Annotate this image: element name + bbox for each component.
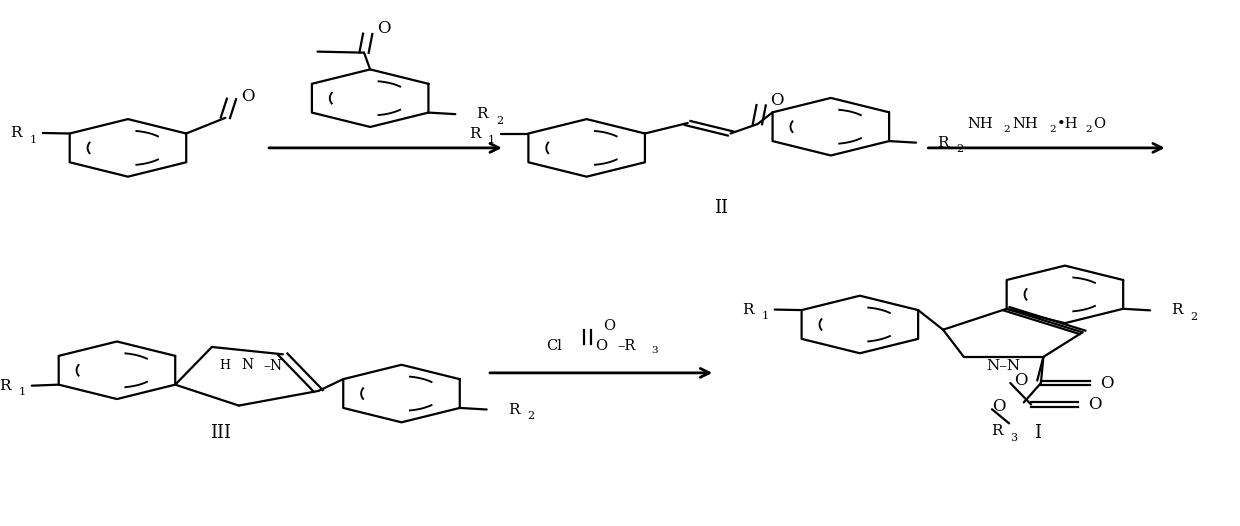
- Text: O: O: [1014, 372, 1028, 389]
- Text: –N: –N: [264, 359, 283, 373]
- Text: R: R: [991, 424, 1003, 438]
- Text: O: O: [241, 88, 254, 105]
- Text: 1: 1: [761, 311, 769, 321]
- Text: O: O: [1087, 396, 1101, 413]
- Text: NH: NH: [1012, 117, 1038, 132]
- Text: 2: 2: [1086, 125, 1092, 134]
- Text: Cl: Cl: [546, 339, 562, 352]
- Text: O: O: [604, 319, 616, 333]
- Text: R: R: [937, 136, 949, 150]
- Text: NH: NH: [967, 117, 993, 132]
- Text: N–N: N–N: [987, 359, 1021, 373]
- Text: R: R: [508, 402, 520, 417]
- Text: 1: 1: [19, 388, 26, 398]
- Text: 2: 2: [1049, 125, 1055, 134]
- Text: O: O: [595, 339, 608, 352]
- Text: O: O: [1100, 375, 1114, 391]
- Text: O: O: [992, 398, 1006, 414]
- Text: H: H: [219, 359, 231, 372]
- Text: III: III: [211, 424, 232, 442]
- Text: R: R: [0, 379, 11, 393]
- Text: 2: 2: [527, 411, 534, 421]
- Text: R: R: [742, 302, 754, 317]
- Text: 3: 3: [651, 347, 658, 356]
- Text: O: O: [377, 20, 391, 37]
- Text: 1: 1: [489, 135, 495, 145]
- Text: O: O: [770, 92, 784, 108]
- Text: 2: 2: [956, 145, 963, 155]
- Text: O: O: [1092, 117, 1105, 132]
- Text: R: R: [476, 107, 489, 121]
- Text: 3: 3: [1011, 433, 1018, 443]
- Text: R: R: [10, 126, 21, 140]
- Text: R: R: [1172, 304, 1183, 317]
- Text: N: N: [242, 358, 253, 372]
- Text: –R: –R: [618, 339, 635, 352]
- Text: 1: 1: [30, 135, 36, 145]
- Text: I: I: [1034, 424, 1040, 442]
- Text: 2: 2: [1190, 312, 1198, 322]
- Text: •H: •H: [1056, 117, 1078, 132]
- Text: II: II: [714, 199, 728, 217]
- Text: R: R: [469, 126, 480, 140]
- Text: 2: 2: [496, 116, 503, 126]
- Text: 2: 2: [1003, 125, 1011, 134]
